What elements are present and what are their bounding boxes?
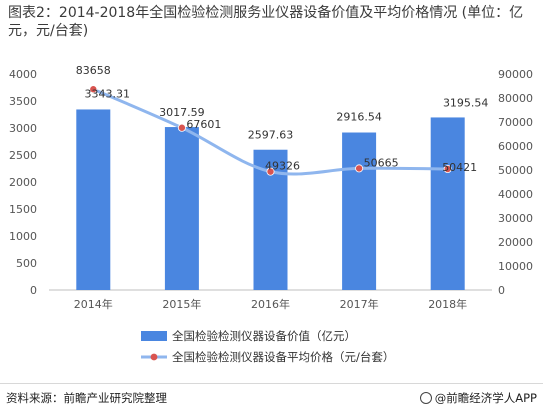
line-value-label: 49326 bbox=[265, 160, 300, 173]
y-right-tick-label: 70000 bbox=[498, 116, 533, 129]
y-left-tick-label: 3000 bbox=[9, 122, 37, 135]
combo-chart: 0500100015002000250030003500400001000020… bbox=[9, 64, 533, 364]
bar-value-label: 3017.59 bbox=[159, 106, 205, 119]
y-left-tick-label: 2500 bbox=[9, 149, 37, 162]
legend-bar-label: 全国检验检测仪器设备价值（亿元） bbox=[172, 329, 356, 343]
footer-divider bbox=[0, 383, 543, 384]
y-right-tick-label: 20000 bbox=[498, 236, 533, 249]
y-left-tick-label: 4000 bbox=[9, 68, 37, 81]
x-tick-label: 2017年 bbox=[340, 297, 379, 311]
y-left-tick-label: 3500 bbox=[9, 95, 37, 108]
y-right-tick-label: 90000 bbox=[498, 68, 533, 81]
bar-value-label: 3195.54 bbox=[443, 96, 489, 109]
source-note: 资料来源：前瞻产业研究院整理 bbox=[6, 391, 167, 405]
y-right-tick-label: 80000 bbox=[498, 92, 533, 105]
bar-value-label: 2597.63 bbox=[248, 129, 294, 142]
y-left-tick-label: 2000 bbox=[9, 176, 37, 189]
chart-title: 图表2：2014-2018年全国检验检测服务业仪器设备价值及平均价格情况 (单位… bbox=[8, 5, 524, 39]
y-right-tick-label: 10000 bbox=[498, 260, 533, 273]
bar-value-label: 2916.54 bbox=[336, 111, 382, 124]
y-right-tick-label: 0 bbox=[498, 284, 505, 297]
y-left-tick-label: 0 bbox=[30, 284, 37, 297]
legend-line-label: 全国检验检测仪器设备平均价格（元/台套） bbox=[172, 350, 394, 364]
y-left-tick-label: 1000 bbox=[9, 230, 37, 243]
y-right-tick-label: 50000 bbox=[498, 164, 533, 177]
credit-text: @前瞻经济学人APP bbox=[434, 391, 537, 405]
line-value-label: 67601 bbox=[186, 118, 221, 131]
line-point bbox=[443, 164, 452, 173]
x-tick-label: 2014年 bbox=[74, 297, 113, 311]
y-right-tick-label: 40000 bbox=[498, 188, 533, 201]
bar-value-label: 3343.31 bbox=[85, 87, 131, 100]
bar bbox=[164, 127, 199, 290]
y-right-tick-label: 30000 bbox=[498, 212, 533, 225]
legend-line-marker bbox=[150, 353, 158, 361]
line-point bbox=[266, 167, 275, 176]
x-tick-label: 2016年 bbox=[251, 297, 290, 311]
y-right-tick-label: 60000 bbox=[498, 140, 533, 153]
bar bbox=[342, 132, 377, 290]
y-left-tick-label: 500 bbox=[16, 257, 37, 270]
line-value-label: 50665 bbox=[364, 156, 399, 169]
line-point bbox=[89, 85, 98, 94]
bar bbox=[76, 109, 111, 290]
line-value-label: 83658 bbox=[76, 64, 111, 77]
line-value-label: 50421 bbox=[442, 161, 477, 174]
y-left-tick-label: 1500 bbox=[9, 203, 37, 216]
publisher-logo-icon bbox=[419, 392, 432, 404]
bar bbox=[430, 117, 465, 290]
x-tick-label: 2018年 bbox=[428, 297, 467, 311]
credit-note: @前瞻经济学人APP bbox=[419, 390, 537, 406]
legend-bar-swatch bbox=[141, 331, 167, 341]
line-point bbox=[355, 164, 364, 173]
line-point bbox=[177, 123, 186, 132]
x-tick-label: 2015年 bbox=[162, 297, 201, 311]
